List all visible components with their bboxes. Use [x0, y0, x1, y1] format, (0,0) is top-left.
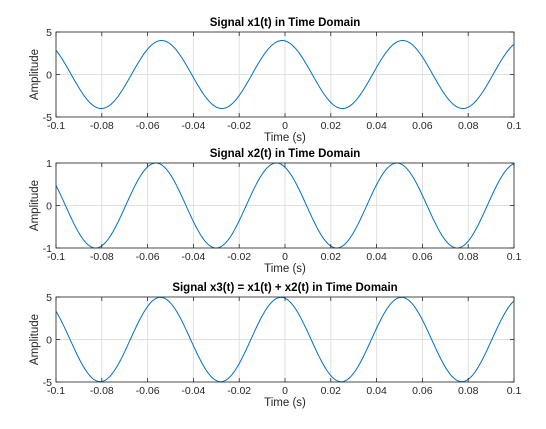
x-axis-label: Time (s)	[264, 263, 306, 275]
x-tick-label: -0.04	[181, 120, 205, 132]
y-tick-label: -5	[43, 112, 52, 124]
x-tick-label: -0.06	[136, 385, 160, 397]
x-axis-label: Time (s)	[264, 132, 306, 144]
x-tick-label: -0.02	[227, 385, 251, 397]
x-tick-label: 0.08	[458, 251, 479, 263]
x-tick-label: 0.06	[412, 385, 433, 397]
chart-title: Signal x1(t) in Time Domain	[210, 17, 361, 29]
x-tick-label: -0.1	[47, 120, 65, 132]
subplot-3: -0.1 -0.08 -0.06 -0.04 -0.02 0 0.02 0.04 0.06 0.0…	[29, 282, 521, 409]
x-tick-label: 0.08	[458, 120, 479, 132]
x-tick-label: -0.04	[181, 385, 205, 397]
x-tick-label: -0.1	[47, 385, 65, 397]
x-tick-label: -0.08	[90, 120, 114, 132]
x-tick-label: 0.06	[412, 120, 433, 132]
x-tick-label: -0.1	[47, 251, 65, 263]
x-tick-label: 0	[282, 120, 288, 132]
chart-title: Signal x3(t) = x1(t) + x2(t) in Time Dom…	[172, 282, 397, 294]
subplot-2: -0.1 -0.08 -0.06 -0.04 -0.02 0 0.02 0.04 0.06 0.0…	[29, 148, 521, 275]
y-axis-label: Amplitude	[29, 49, 41, 100]
x-tick-label: 0.04	[366, 120, 387, 132]
y-tick-label: 5	[46, 27, 52, 39]
x-axis-label: Time (s)	[264, 397, 306, 409]
y-tick-label: 1	[46, 158, 52, 170]
y-tick-label: 0	[46, 201, 52, 213]
x-tick-label: 0.1	[507, 120, 522, 132]
x-tick-label: 0.04	[366, 385, 387, 397]
x-tick-label: 0.1	[507, 251, 522, 263]
x-tick-label: -0.06	[136, 251, 160, 263]
x-tick-label: 0.02	[321, 120, 342, 132]
x-tick-label: 0.1	[507, 385, 522, 397]
x-tick-label: 0	[282, 385, 288, 397]
x-tick-label: 0.02	[321, 385, 342, 397]
chart-title: Signal x2(t) in Time Domain	[210, 148, 361, 160]
y-tick-label: 5	[46, 292, 52, 304]
series-line	[55, 162, 515, 249]
x-tick-label: 0.04	[366, 251, 387, 263]
subplot-1: -0.1 -0.08 -0.06 -0.04 -0.02 0 0.02 0.04 0.06 0.0…	[29, 17, 521, 144]
x-tick-label: -0.06	[136, 120, 160, 132]
x-tick-label: -0.08	[90, 251, 114, 263]
y-tick-label: -5	[43, 377, 52, 389]
x-tick-label: 0.08	[458, 385, 479, 397]
y-axis-label: Amplitude	[29, 314, 41, 365]
y-axis-label: Amplitude	[29, 180, 41, 231]
x-tick-label: 0.02	[321, 251, 342, 263]
y-tick-label: 0	[46, 70, 52, 82]
x-tick-label: -0.02	[227, 120, 251, 132]
x-tick-label: -0.02	[227, 251, 251, 263]
x-tick-label: -0.04	[181, 251, 205, 263]
x-tick-label: 0.06	[412, 251, 433, 263]
y-tick-label: -1	[43, 243, 52, 255]
series-line	[55, 39, 515, 110]
y-tick-label: 0	[46, 335, 52, 347]
x-tick-label: 0	[282, 251, 288, 263]
x-tick-label: -0.08	[90, 385, 114, 397]
